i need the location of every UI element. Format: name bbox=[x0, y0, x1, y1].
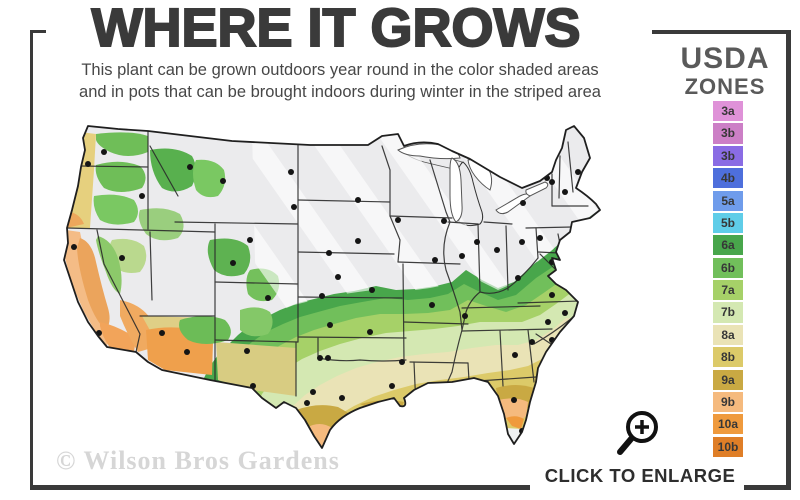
legend-zone-3-4b: 4b bbox=[713, 168, 743, 189]
frame-border-bottom-left bbox=[30, 485, 530, 490]
city-dot bbox=[244, 348, 250, 354]
city-dot bbox=[432, 257, 438, 263]
city-dot bbox=[71, 244, 77, 250]
legend-zone-4-5a: 5a bbox=[713, 190, 743, 211]
city-dot bbox=[355, 238, 361, 244]
city-dot bbox=[491, 407, 497, 413]
city-dot bbox=[326, 250, 332, 256]
city-dot bbox=[304, 400, 310, 406]
city-dot bbox=[119, 255, 125, 261]
city-dot bbox=[511, 397, 517, 403]
legend-zone-12-9a: 9a bbox=[713, 369, 743, 390]
legend-zone-6-6a: 6a bbox=[713, 235, 743, 256]
city-dot bbox=[325, 355, 331, 361]
city-dot bbox=[230, 260, 236, 266]
legend-zone-5-5b: 5b bbox=[713, 212, 743, 234]
city-dot bbox=[389, 383, 395, 389]
city-dot bbox=[367, 329, 373, 335]
city-dot bbox=[187, 164, 193, 170]
city-dot bbox=[184, 349, 190, 355]
magnifier-plus-icon bbox=[617, 411, 658, 455]
city-dot bbox=[395, 217, 401, 223]
city-dot bbox=[310, 389, 316, 395]
city-dot bbox=[474, 239, 480, 245]
city-dot bbox=[288, 169, 294, 175]
subtitle-line-2: and in pots that can be brought indoors … bbox=[79, 82, 601, 101]
legend-zone-14-10a: 10a bbox=[713, 414, 743, 435]
legend-zone-1-3b: 3b bbox=[713, 123, 743, 144]
legend-zone-10-8a: 8a bbox=[713, 324, 743, 345]
legend-zone-13-9b: 9b bbox=[713, 391, 743, 413]
state-borders bbox=[66, 130, 589, 409]
city-dot bbox=[512, 352, 518, 358]
city-dot bbox=[399, 359, 405, 365]
city-dot bbox=[529, 339, 535, 345]
usda-heading-line2: ZONES bbox=[684, 74, 766, 99]
city-dot bbox=[562, 310, 568, 316]
legend-zone-8-7a: 7a bbox=[713, 280, 743, 301]
legend-zone-15-10b: 10b bbox=[713, 436, 743, 457]
city-dot bbox=[459, 253, 465, 259]
frame-border-top-right bbox=[652, 30, 791, 34]
city-dot bbox=[319, 293, 325, 299]
city-dot bbox=[575, 169, 581, 175]
city-dot bbox=[85, 161, 91, 167]
city-dot bbox=[520, 200, 526, 206]
legend-zone-7-6b: 6b bbox=[713, 257, 743, 278]
city-dot bbox=[335, 274, 341, 280]
click-to-enlarge-button[interactable]: CLICK TO ENLARGE bbox=[534, 408, 746, 487]
city-dot bbox=[101, 149, 107, 155]
frame-border-left bbox=[30, 30, 33, 490]
city-dot bbox=[462, 313, 468, 319]
watermark: © Wilson Bros Gardens bbox=[56, 446, 340, 475]
city-dot bbox=[291, 204, 297, 210]
subtitle-line-1: This plant can be grown outdoors year ro… bbox=[81, 61, 599, 79]
city-dot bbox=[247, 237, 253, 243]
frame-border-right bbox=[786, 30, 791, 490]
city-dot bbox=[549, 292, 555, 298]
city-dot bbox=[139, 193, 145, 199]
usda-zones-heading: USDA ZONES bbox=[660, 44, 790, 98]
city-dot bbox=[562, 189, 568, 195]
page-title: WHERE IT GROWS bbox=[91, 0, 582, 58]
city-dot bbox=[317, 355, 323, 361]
click-to-enlarge-label: CLICK TO ENLARGE bbox=[544, 465, 736, 486]
city-dot bbox=[265, 295, 271, 301]
city-dot bbox=[537, 235, 543, 241]
city-dot bbox=[339, 395, 345, 401]
frame-border-bottom-right bbox=[744, 485, 791, 490]
city-dot bbox=[369, 287, 375, 293]
city-dot bbox=[549, 179, 555, 185]
city-dot bbox=[355, 197, 361, 203]
usda-heading-line1: USDA bbox=[680, 42, 770, 75]
city-dot bbox=[429, 302, 435, 308]
city-dot bbox=[494, 247, 500, 253]
frame-border-top-left bbox=[30, 30, 46, 33]
page-subtitle: This plant can be grown outdoors year ro… bbox=[20, 60, 660, 104]
legend-zone-9-7b: 7b bbox=[713, 302, 743, 323]
usda-zones-legend: 3a 3b 3b 4b 5a 5b 6a 6b 7a 7b 8a 8b 9a 9b 10a 10b bbox=[713, 101, 745, 459]
legend-zone-0-3a: 3a bbox=[713, 101, 743, 122]
city-dot bbox=[545, 319, 551, 325]
city-dot bbox=[515, 275, 521, 281]
city-dot bbox=[441, 218, 447, 224]
city-dot bbox=[519, 239, 525, 245]
city-dot bbox=[159, 330, 165, 336]
us-outline bbox=[63, 125, 601, 449]
city-dot bbox=[327, 322, 333, 328]
legend-zone-2-3b: 3b bbox=[713, 145, 743, 166]
legend-zone-11-8b: 8b bbox=[713, 347, 743, 368]
city-dot bbox=[220, 178, 226, 184]
